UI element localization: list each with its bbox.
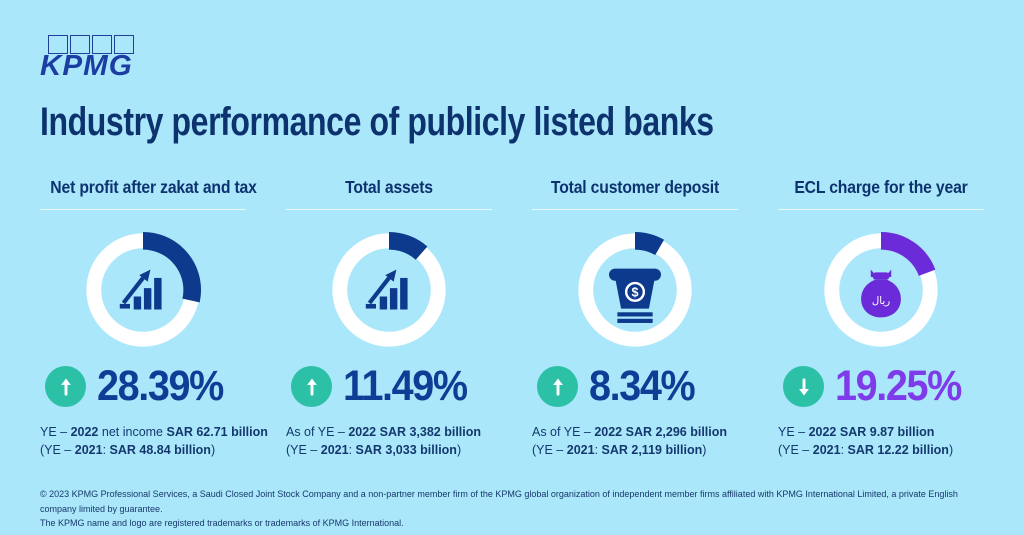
trademark-line: The KPMG name and logo are registered tr… bbox=[40, 518, 404, 528]
metric-card-total-assets: Total assets 11.49% As bbox=[286, 177, 492, 459]
donut-chart bbox=[330, 231, 448, 349]
percent-row: 19.25% bbox=[778, 365, 984, 408]
trend-badge bbox=[783, 366, 824, 407]
percent-row: 28.39% bbox=[40, 365, 246, 408]
metric-detail: YE – 2022 SAR 9.87 billion (YE – 2021: S… bbox=[778, 425, 954, 457]
up-arrow-icon bbox=[60, 378, 71, 396]
metric-detail: YE – 2022 net income SAR 62.71 billion (… bbox=[40, 425, 268, 457]
percent-value: 19.25% bbox=[835, 362, 962, 410]
dollar-symbol: $ bbox=[632, 286, 639, 300]
metric-card-net-profit: Net profit after zakat and tax 28.39% bbox=[40, 177, 268, 459]
divider bbox=[40, 209, 246, 210]
percent-value: 11.49% bbox=[343, 362, 468, 410]
metric-detail: As of YE – 2022 SAR 3,382 billion (YE – … bbox=[286, 425, 482, 457]
up-arrow-icon bbox=[552, 378, 563, 396]
trend-badge bbox=[45, 366, 86, 407]
kpmg-logo-text: KPMG bbox=[40, 50, 133, 82]
growth-trend-icon bbox=[119, 269, 162, 310]
growth-trend-icon bbox=[365, 269, 408, 310]
divider bbox=[286, 209, 492, 210]
metric-card-ecl-charge: ECL charge for the year ريال 19.25% bbox=[778, 177, 984, 459]
divider bbox=[778, 209, 984, 210]
metric-title: Total assets bbox=[345, 177, 433, 197]
up-arrow-icon bbox=[306, 378, 317, 396]
page-title: Industry performance of publicly listed … bbox=[40, 100, 714, 144]
donut-chart: ريال bbox=[822, 231, 940, 349]
metric-title: Total customer deposit bbox=[550, 177, 720, 197]
divider bbox=[532, 209, 738, 210]
metric-title: Net profit after zakat and tax bbox=[50, 177, 257, 197]
money-bag-riyal-icon: ريال bbox=[861, 269, 901, 318]
down-arrow-icon bbox=[798, 377, 809, 395]
percent-value: 8.34% bbox=[589, 362, 696, 410]
percent-value: 28.39% bbox=[97, 362, 224, 410]
kpmg-logo-rectangles-icon bbox=[48, 35, 134, 54]
donut-chart bbox=[84, 231, 202, 349]
metric-card-customer-deposit: Total customer deposit $ 8.34% bbox=[532, 177, 738, 459]
legal-footer: © 2023 KPMG Professional Services, a Sau… bbox=[40, 487, 994, 531]
kpmg-logo: KPMG bbox=[40, 35, 134, 81]
trend-badge bbox=[291, 366, 332, 407]
donut-chart: $ bbox=[576, 231, 694, 349]
percent-row: 8.34% bbox=[532, 365, 738, 408]
deposit-machine-icon: $ bbox=[609, 268, 661, 323]
percent-row: 11.49% bbox=[286, 365, 492, 408]
metric-detail: As of YE – 2022 SAR 2,296 billion (YE – … bbox=[532, 425, 728, 457]
metric-title: ECL charge for the year bbox=[794, 177, 968, 197]
riyal-text: ريال bbox=[872, 296, 890, 307]
trend-badge bbox=[537, 366, 578, 407]
copyright-line: © 2023 KPMG Professional Services, a Sau… bbox=[40, 489, 958, 514]
